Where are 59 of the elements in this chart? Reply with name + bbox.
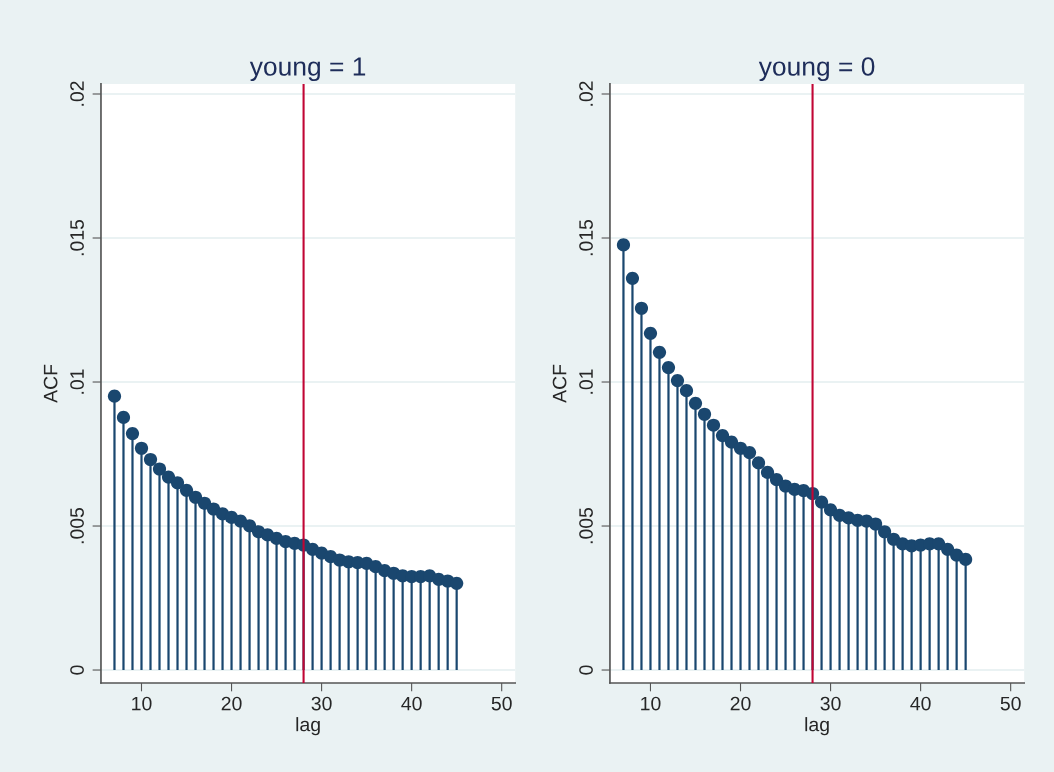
x-tick-label: 30 [311, 696, 332, 711]
x-tick-label: 10 [641, 696, 661, 711]
y-axis-title: ACF [43, 364, 58, 403]
point [450, 576, 464, 590]
point [134, 441, 149, 455]
point [170, 476, 185, 490]
point [625, 271, 640, 285]
point [742, 445, 757, 460]
point [706, 418, 721, 432]
x-tick-label: 30 [820, 696, 841, 711]
point [760, 465, 775, 480]
point [179, 483, 194, 497]
point [188, 490, 203, 504]
point [751, 456, 766, 470]
point [670, 373, 685, 388]
point [959, 552, 973, 567]
y-tick-label: 0 [70, 665, 84, 675]
y-tick-label: .005 [70, 507, 84, 544]
point [643, 326, 658, 340]
point [652, 345, 667, 359]
point [724, 435, 739, 449]
y-tick-label: .02 [70, 81, 84, 106]
y-tick-label: .005 [579, 507, 593, 544]
chart-title: young = 0 [758, 57, 875, 82]
point [814, 495, 829, 509]
chart-title: young = 1 [249, 57, 366, 82]
point [869, 517, 883, 531]
point [697, 407, 712, 421]
y-tick-label: .01 [579, 369, 593, 394]
point [152, 462, 167, 476]
x-tick-label: 20 [221, 696, 242, 711]
x-axis-title: lag [296, 717, 320, 736]
point [661, 361, 676, 375]
point [941, 542, 955, 556]
y-tick-label: .01 [70, 369, 84, 394]
point [715, 429, 730, 443]
point [769, 473, 784, 487]
point [107, 389, 122, 403]
point [161, 470, 176, 484]
x-tick-label: 40 [401, 696, 422, 711]
y-tick-label: 0 [579, 665, 593, 675]
y-axis-title: ACF [552, 364, 567, 403]
point [679, 384, 694, 398]
point [143, 452, 158, 467]
y-tick-label: .015 [70, 219, 84, 256]
point [878, 525, 892, 539]
y-tick-label: .02 [579, 81, 593, 106]
point [616, 238, 631, 252]
point [125, 426, 140, 441]
point [688, 396, 703, 410]
x-tick-label: 40 [910, 696, 931, 711]
point [634, 301, 649, 315]
y-tick-label: .015 [579, 219, 593, 256]
x-tick-label: 50 [491, 696, 512, 711]
point [116, 410, 131, 425]
x-tick-label: 20 [730, 696, 751, 711]
x-axis-title: lag [805, 717, 829, 736]
x-tick-label: 50 [1000, 696, 1021, 711]
x-tick-label: 10 [132, 696, 152, 711]
